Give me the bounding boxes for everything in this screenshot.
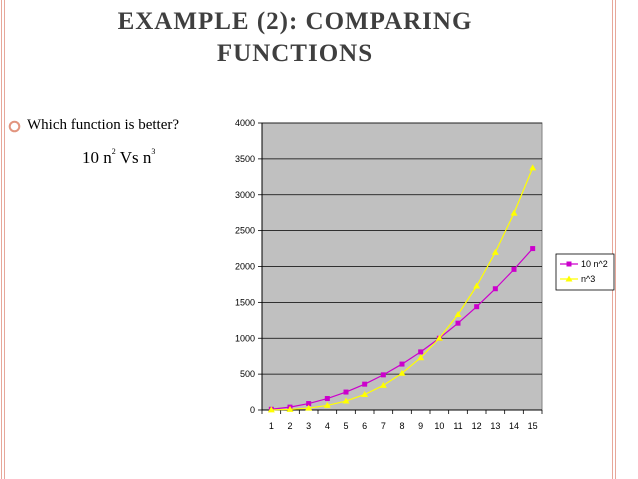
legend-box — [555, 253, 615, 291]
legend-label: 10 n^2 — [581, 259, 608, 269]
data-point-square — [399, 361, 405, 367]
x-tick-label: 7 — [381, 421, 386, 431]
x-tick-label: 6 — [362, 421, 367, 431]
y-tick-label: 3500 — [235, 154, 255, 164]
data-point-square — [511, 266, 517, 272]
left-border-line-inner — [4, 0, 5, 479]
data-point-square — [324, 396, 330, 402]
slide-title-line-2: FUNCTIONS — [216, 40, 374, 67]
formula: 10 n2 Vs n3 — [82, 147, 155, 168]
formula-exp-b: 3 — [151, 147, 156, 156]
data-point-triangle — [510, 209, 518, 216]
data-point-triangle — [305, 404, 313, 411]
data-point-triangle — [454, 311, 462, 318]
formula-term-a: 10 n — [82, 148, 112, 167]
legend-label: n^3 — [581, 274, 595, 284]
bullet-text: Which function is better? — [27, 117, 180, 133]
y-tick-label: 1500 — [235, 297, 255, 307]
data-point-triangle — [379, 381, 387, 388]
right-border-line — [612, 0, 613, 479]
data-point-square — [343, 389, 349, 395]
x-tick-label: 13 — [490, 421, 500, 431]
data-point-triangle — [473, 282, 481, 289]
right-border-line-outer — [615, 0, 616, 479]
slide-title: EXAMPLE (2): COMPARING FUNCTIONS — [60, 6, 530, 70]
x-tick-label: 1 — [269, 421, 274, 431]
bullet-ring-icon — [8, 120, 21, 133]
x-tick-label: 8 — [399, 421, 404, 431]
data-point-triangle — [286, 405, 294, 412]
data-point-square — [418, 349, 424, 355]
x-tick-label: 11 — [453, 421, 462, 431]
data-point-square — [474, 304, 480, 310]
y-tick-label: 3000 — [235, 190, 255, 200]
data-point-triangle — [323, 401, 331, 408]
x-tick-label: 2 — [287, 421, 292, 431]
x-tick-label: 15 — [528, 421, 538, 431]
data-point-square — [362, 381, 368, 387]
slide-title-line-1: EXAMPLE (2): COMPARING — [117, 8, 473, 35]
data-point-triangle — [417, 354, 425, 361]
data-point-square — [492, 286, 498, 292]
formula-exp-a: 2 — [111, 147, 116, 156]
left-border-line — [1, 0, 2, 479]
formula-mid: Vs n — [115, 148, 152, 167]
y-tick-label: 2500 — [235, 226, 255, 236]
y-tick-label: 1000 — [235, 333, 255, 343]
x-tick-label: 10 — [434, 421, 444, 431]
data-point-square — [530, 246, 536, 252]
data-point-square — [380, 372, 386, 378]
data-point-triangle — [342, 397, 350, 404]
legend-marker-square — [566, 261, 572, 267]
y-tick-label: 4000 — [235, 118, 255, 128]
x-tick-label: 3 — [306, 421, 311, 431]
legend-marker-triangle — [565, 275, 573, 282]
data-point-square — [455, 320, 461, 326]
x-tick-label: 9 — [418, 421, 423, 431]
data-point-triangle — [435, 334, 443, 341]
x-tick-label: 5 — [343, 421, 348, 431]
x-tick-label: 4 — [325, 421, 330, 431]
data-point-triangle — [398, 369, 406, 376]
y-tick-label: 0 — [250, 405, 255, 415]
y-tick-label: 2000 — [235, 262, 255, 272]
data-point-triangle — [529, 164, 537, 171]
data-point-square — [306, 401, 312, 407]
data-point-triangle — [267, 406, 275, 413]
data-point-triangle — [361, 391, 369, 398]
data-point-triangle — [491, 248, 499, 255]
y-tick-label: 500 — [240, 369, 255, 379]
x-tick-label: 14 — [509, 421, 519, 431]
x-tick-label: 12 — [472, 421, 482, 431]
